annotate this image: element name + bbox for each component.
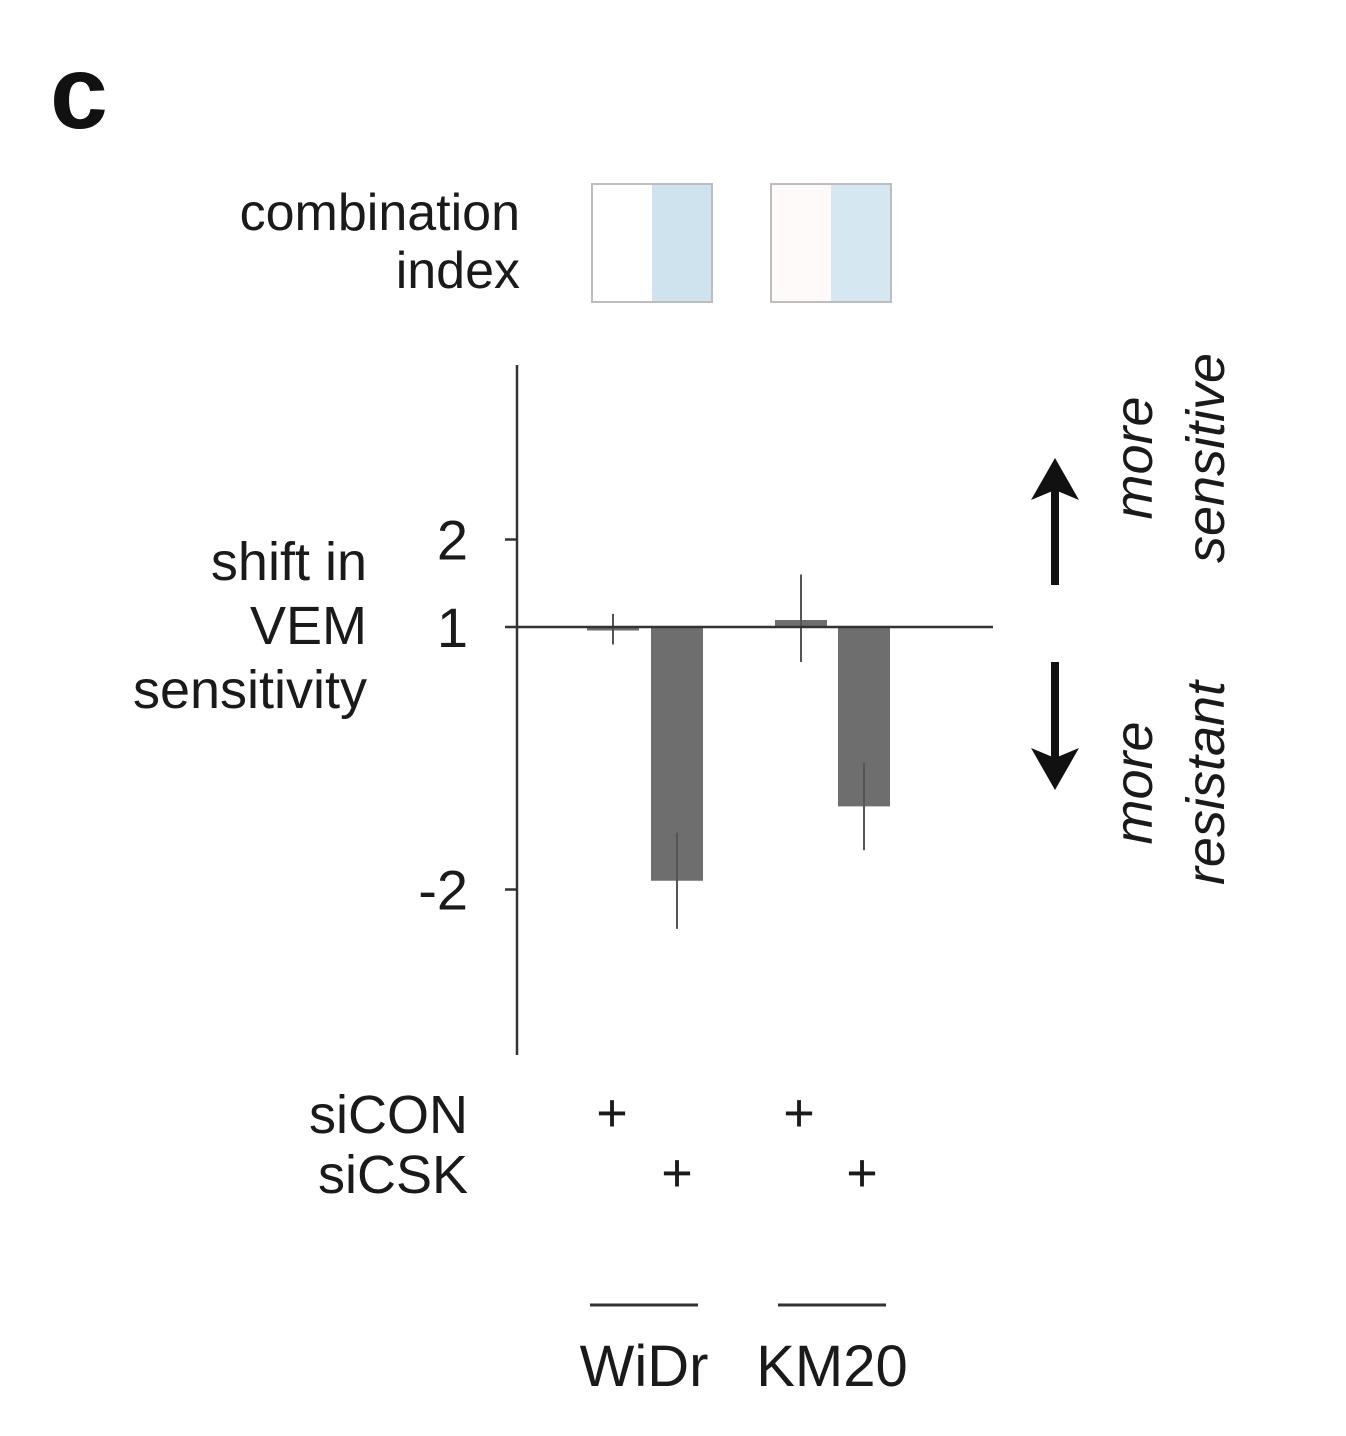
- treatment-row-sicon: siCON + +: [309, 1083, 815, 1145]
- down-label-line: more: [1104, 721, 1164, 844]
- bar-km20-sicon: [775, 574, 827, 662]
- group-km20: KM20: [756, 1303, 908, 1399]
- combination-index-swatches: [591, 183, 892, 303]
- y-tick-label: 1: [437, 596, 468, 659]
- swatch-border: [770, 183, 892, 303]
- group-labels: WiDr KM20: [580, 1303, 908, 1399]
- combination-index-label-line: index: [396, 242, 520, 300]
- y-tick-label: 2: [437, 509, 468, 572]
- swatch-cell: [592, 184, 652, 302]
- up-arrow: [1031, 458, 1079, 585]
- treatment-rows: siCON + + siCSK + +: [309, 1083, 878, 1205]
- up-label-line: more: [1104, 396, 1164, 519]
- treatment-mark: +: [596, 1083, 628, 1143]
- group-widr: WiDr: [580, 1303, 709, 1399]
- direction-arrows: [1031, 458, 1079, 790]
- y-axis: 2 1 -2: [418, 365, 519, 1055]
- treatment-label: siCON: [309, 1085, 468, 1145]
- treatment-mark: +: [846, 1143, 878, 1203]
- group-label: WiDr: [580, 1334, 709, 1399]
- group-label: KM20: [756, 1334, 908, 1399]
- y-axis-label-line: VEM: [250, 596, 367, 656]
- swatch-cell: [831, 184, 891, 302]
- down-label: more resistant: [1104, 679, 1236, 885]
- swatch-km20: [770, 183, 892, 303]
- bar-widr-sicsk: [651, 627, 703, 929]
- swatch-widr: [591, 183, 713, 303]
- swatch-border: [591, 183, 713, 303]
- up-label: more sensitive: [1104, 353, 1236, 563]
- arrow-head: [1031, 458, 1079, 500]
- bar-km20-sicsk: [838, 627, 890, 851]
- swatch-cell: [771, 184, 831, 302]
- y-axis-label-line: sensitivity: [133, 660, 367, 720]
- down-label-line: resistant: [1176, 679, 1236, 885]
- arrow-head: [1031, 748, 1079, 790]
- treatment-mark: +: [661, 1143, 693, 1203]
- panel-label: c: [50, 35, 108, 151]
- y-axis-label-line: shift in: [211, 532, 367, 592]
- treatment-label: siCSK: [318, 1145, 468, 1205]
- treatment-mark: +: [783, 1083, 815, 1143]
- combination-index-label-line: combination: [240, 184, 520, 242]
- treatment-row-sicsk: siCSK + +: [318, 1143, 878, 1205]
- swatch-cell: [652, 184, 712, 302]
- bars: [517, 574, 993, 929]
- y-tick-label: -2: [418, 859, 468, 922]
- bar-widr-sicon: [587, 613, 639, 645]
- down-arrow: [1031, 662, 1079, 790]
- up-label-line: sensitive: [1176, 353, 1236, 563]
